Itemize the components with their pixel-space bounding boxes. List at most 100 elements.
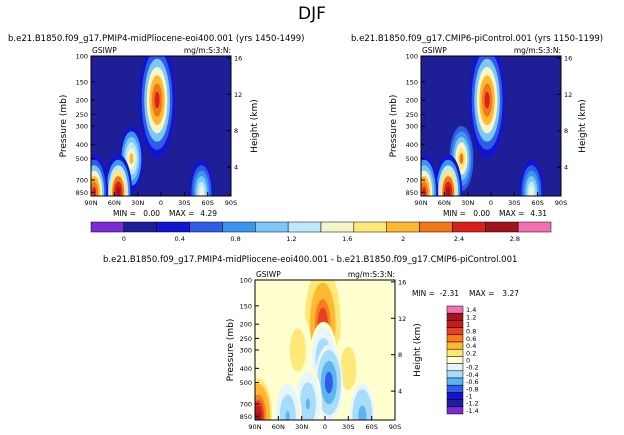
height-tick-label: 12 [564, 91, 572, 99]
y-tick-label: 200 [240, 321, 252, 329]
colorbar-label: 1.4 [466, 306, 476, 314]
min-value: -2.31 [440, 289, 460, 298]
y-tick-label: 850 [406, 189, 418, 197]
colorbar-label: -1 [466, 393, 472, 401]
y-axis-label: Pressure (mb) [59, 95, 69, 158]
panel-field [255, 280, 395, 420]
colorbar-swatch [446, 392, 464, 400]
height-tick-label: 8 [398, 351, 402, 359]
colorbar-swatch [255, 221, 289, 233]
colorbar-swatch [485, 221, 519, 233]
x-tick-label: 30S [342, 423, 354, 431]
y-tick-label: 700 [240, 400, 252, 408]
field-contour [305, 398, 310, 410]
colorbar-label: -1.4 [466, 407, 479, 415]
y-tick-label: 250 [76, 111, 88, 119]
max-value: 3.27 [502, 289, 519, 298]
panel-units: mg/m:S:3:N: [184, 46, 231, 55]
y-tick-label: 400 [406, 141, 418, 149]
colorbar-swatch [446, 363, 464, 372]
colorbar-swatch [446, 384, 464, 393]
height-axis-label: Height (km) [413, 323, 423, 377]
y-tick-label: 500 [76, 155, 88, 163]
y-tick-label: 850 [76, 189, 88, 197]
x-tick-label: 60N [272, 423, 285, 431]
colorbar-swatch [353, 221, 387, 233]
y-axis-label: Pressure (mb) [389, 95, 399, 158]
y-tick-label: 300 [76, 123, 88, 131]
colorbar-swatch [386, 221, 420, 233]
colorbar-swatch [446, 305, 464, 314]
field-contour [360, 410, 365, 420]
colorbar-label: 2 [401, 235, 405, 243]
colorbar-label: 0 [466, 357, 470, 365]
x-tick-label: 90S [389, 423, 401, 431]
x-tick-label: 60N [438, 199, 451, 207]
max-label: MAX = [169, 209, 194, 218]
x-tick-label: 90S [555, 199, 567, 207]
colorbar-label: 2.8 [510, 235, 520, 243]
panel-left-label: GSIWP [92, 46, 117, 55]
field-contour [116, 186, 121, 196]
colorbar-absolute: 0 0.4 0.8 1.2 1.6 2 2.4 2.8 [90, 221, 552, 243]
colorbar-swatch [320, 221, 355, 233]
y-tick-label: 500 [240, 379, 252, 387]
x-tick-label: 0 [323, 423, 327, 431]
min-label: MIN = [113, 209, 136, 218]
y-tick-label: 300 [406, 123, 418, 131]
height-tick-label: 8 [564, 127, 568, 135]
colorbar-swatch [452, 221, 486, 233]
field-contour [285, 410, 290, 420]
y-tick-label: 700 [76, 176, 88, 184]
max-value: 4.31 [530, 209, 547, 218]
height-tick-label: 8 [234, 127, 238, 135]
x-tick-label: 90N [414, 199, 427, 207]
y-tick-label: 400 [240, 365, 252, 373]
panel-units: mg/m:S:3:N: [514, 46, 561, 55]
x-tick-label: 60S [365, 423, 377, 431]
height-axis-label: Height (km) [578, 99, 588, 153]
colorbar-swatch [123, 221, 157, 233]
colorbar-label: -0.4 [466, 371, 479, 379]
colorbar-label: -0.8 [466, 385, 479, 393]
panel-left-label: GSIWP [422, 46, 447, 55]
field-contour [529, 186, 534, 196]
field-contour [92, 186, 97, 196]
colorbar-swatch [446, 341, 464, 350]
y-tick-label: 700 [406, 176, 418, 184]
y-tick-label: 100 [406, 53, 418, 61]
colorbar-label: 0.4 [175, 235, 185, 243]
colorbar-label: 0.8 [230, 235, 240, 243]
field-contour [459, 153, 464, 164]
colorbar-swatch [446, 406, 464, 415]
height-tick-label: 12 [234, 91, 242, 99]
field-contour [484, 91, 490, 109]
colorbar-label: -0.2 [466, 364, 479, 372]
colorbar-swatch [446, 320, 464, 328]
colorbar-difference: 1.41.210.80.60.40.20-0.2-0.4-0.6-0.8-1-1… [446, 305, 479, 415]
field-contour [326, 377, 331, 388]
x-tick-label: 90N [84, 199, 97, 207]
x-tick-label: 60S [201, 199, 213, 207]
colorbar-swatch [446, 327, 464, 336]
field-contour [154, 91, 160, 109]
height-axis-label: Height (km) [250, 99, 260, 153]
colorbar-swatch [446, 348, 464, 357]
colorbar-swatch [446, 312, 464, 321]
colorbar-swatch [517, 221, 552, 233]
y-tick-label: 200 [76, 97, 88, 105]
x-tick-label: 0 [489, 199, 493, 207]
x-tick-label: 30N [461, 199, 474, 207]
min-value: 0.00 [143, 209, 160, 218]
x-tick-label: 90S [225, 199, 237, 207]
colorbar-label: 0.8 [466, 328, 476, 336]
colorbar-swatch [419, 221, 453, 233]
y-tick-label: 150 [406, 78, 418, 86]
colorbar-label: 1.2 [286, 235, 296, 243]
panel-left-label: GSIWP [256, 270, 281, 279]
panel-picontrol: b.e21.B1850.f09_g17.CMIP6-piControl.001 … [351, 34, 603, 218]
figure-title: DJF [298, 4, 326, 24]
colorbar-label: -1.2 [466, 400, 479, 408]
colorbar-swatch [446, 399, 464, 408]
